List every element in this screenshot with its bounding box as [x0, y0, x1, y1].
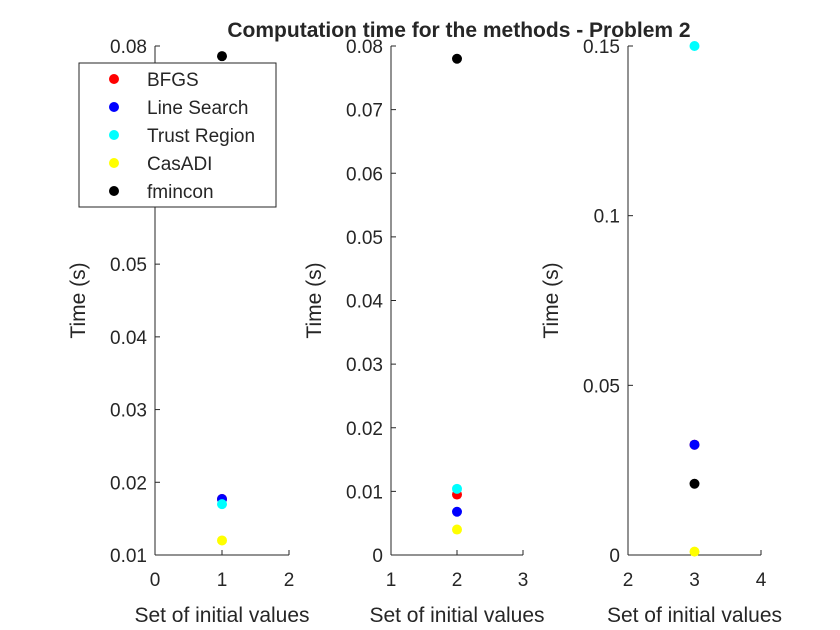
x-axis-label: Set of initial values: [134, 604, 309, 627]
y-tick-label: 0.08: [110, 37, 147, 58]
point-line-search: [689, 439, 700, 450]
legend-marker: [109, 186, 119, 196]
legend-marker: [109, 130, 119, 140]
subplot-2: 0 0.01 0.02 0.03 0.04 0.05 0.06 0.07 0.08 1 2 3 Set …: [303, 37, 545, 627]
subplot-3: 0 0.05 0.1 0.15 2 3 4 Set of initial values Time…: [540, 37, 782, 627]
legend-label: BFGS: [147, 70, 199, 91]
y-tick-label: 0.03: [346, 355, 383, 376]
y-tick-label: 0: [609, 546, 620, 567]
legend-marker: [109, 158, 119, 168]
point-casadi: [452, 524, 462, 535]
legend-label: fmincon: [147, 182, 214, 203]
y-tick-label: 0.1: [594, 207, 620, 228]
y-tick-label: 0.05: [110, 255, 147, 276]
legend-label: Line Search: [147, 98, 248, 119]
point-casadi: [217, 535, 227, 546]
point-trust-region: [452, 483, 462, 494]
y-axis-label: Time (s): [67, 262, 90, 338]
x-axis-label: Set of initial values: [369, 604, 544, 627]
x-tick-label: 2: [623, 570, 634, 591]
y-tick-label: 0.15: [583, 37, 620, 58]
y-axis-label: Time (s): [540, 262, 563, 338]
x-axis-label: Set of initial values: [607, 604, 782, 627]
y-tick-label: 0.02: [110, 473, 147, 494]
legend-marker: [109, 102, 119, 112]
y-tick-label: 0.08: [346, 37, 383, 58]
y-tick-label: 0.06: [346, 164, 383, 185]
y-tick-label: 0.02: [346, 419, 383, 440]
point-trust-region: [217, 499, 227, 510]
legend-label: Trust Region: [147, 126, 255, 147]
y-tick-label: 0.01: [346, 482, 383, 503]
x-tick-label: 2: [284, 570, 295, 591]
y-tick-label: 0.04: [346, 292, 383, 313]
y-axis-label: Time (s): [303, 262, 326, 338]
point-fmincon: [689, 478, 700, 489]
y-tick-label: 0.07: [346, 101, 383, 122]
y-tick-label: 0.01: [110, 546, 147, 567]
x-tick-label: 3: [689, 570, 700, 591]
point-fmincon: [217, 51, 227, 62]
point-fmincon: [452, 53, 462, 64]
x-tick-label: 2: [452, 570, 463, 591]
point-casadi: [689, 546, 700, 557]
legend-label: CasADI: [147, 154, 212, 175]
legend: BFGS Line Search Trust Region CasADI fmincon: [78, 62, 277, 208]
y-tick-label: 0.05: [346, 228, 383, 249]
y-tick-label: 0.03: [110, 401, 147, 422]
point-line-search: [452, 506, 462, 517]
chart-title: Computation time for the methods - Probl…: [227, 19, 690, 42]
legend-marker: [109, 74, 119, 84]
x-tick-label: 4: [756, 570, 767, 591]
x-tick-label: 1: [386, 570, 397, 591]
y-tick-label: 0: [372, 546, 383, 567]
x-tick-label: 0: [150, 570, 161, 591]
y-tick-label: 0.05: [583, 376, 620, 397]
point-trust-region: [689, 41, 700, 51]
x-tick-label: 1: [217, 570, 228, 591]
y-tick-label: 0.04: [110, 328, 147, 349]
x-tick-label: 3: [518, 570, 529, 591]
